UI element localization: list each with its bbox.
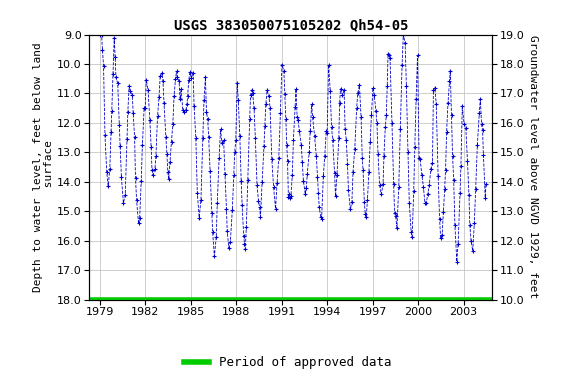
Y-axis label: Depth to water level, feet below land
 surface: Depth to water level, feet below land su… bbox=[32, 42, 54, 292]
Title: USGS 383050075105202 Qh54-05: USGS 383050075105202 Qh54-05 bbox=[173, 18, 408, 32]
Legend: Period of approved data: Period of approved data bbox=[179, 351, 397, 374]
Y-axis label: Groundwater level above NGVD 1929, feet: Groundwater level above NGVD 1929, feet bbox=[528, 35, 537, 299]
